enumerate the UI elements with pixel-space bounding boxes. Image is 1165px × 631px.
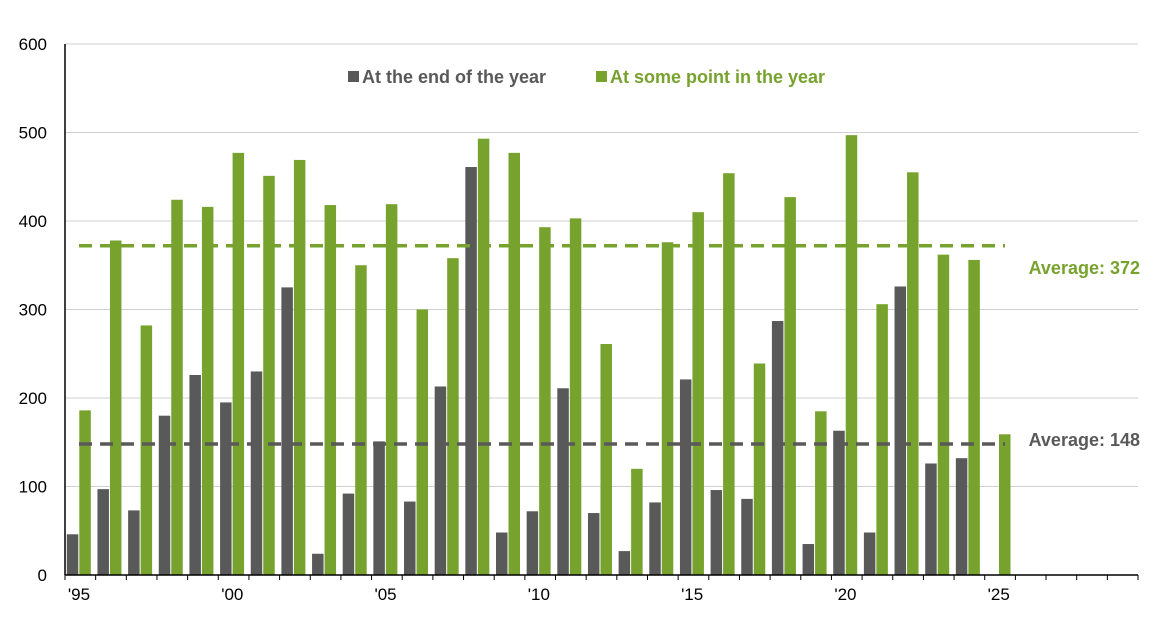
bar-end-of-year-1999 (189, 374, 201, 575)
axes (64, 44, 1139, 580)
bar-some-point-2019 (815, 411, 827, 575)
bar-some-point-2012 (600, 344, 612, 575)
bar-some-point-2011 (569, 218, 582, 575)
bar-some-point-1998 (171, 199, 183, 575)
bar-end-of-year-1996 (97, 489, 109, 575)
bar-some-point-2005 (385, 204, 398, 575)
bar-some-point-2024 (968, 259, 980, 575)
y-tick-label: 500 (19, 124, 47, 143)
bar-end-of-year-2022 (894, 286, 907, 575)
bar-end-of-year-2002 (281, 287, 293, 575)
bar-end-of-year-2019 (802, 544, 815, 575)
y-tick-label: 400 (19, 212, 47, 231)
bar-end-of-year-2015 (679, 379, 692, 575)
average-label-148: Average: 148 (1029, 430, 1140, 450)
bar-some-point-2004 (355, 265, 367, 575)
bar-some-point-2001 (263, 175, 275, 576)
bar-end-of-year-2023 (925, 463, 937, 575)
bar-end-of-year-2001 (250, 371, 263, 575)
x-tick-label: '20 (834, 585, 856, 604)
bar-end-of-year-2012 (587, 513, 600, 575)
bar-end-of-year-2024 (955, 458, 968, 575)
x-tick-label: '05 (374, 585, 396, 604)
bar-some-point-1996 (109, 240, 122, 575)
bar-end-of-year-1997 (128, 510, 140, 575)
bar-end-of-year-2021 (863, 532, 876, 575)
bars (66, 135, 1011, 576)
bar-some-point-2022 (907, 172, 919, 575)
legend-label-some-point: At some point in the year (610, 67, 825, 87)
bar-some-point-2014 (661, 242, 674, 576)
bar-end-of-year-2008 (465, 167, 477, 575)
legend-label-end-of-year: At the end of the year (362, 67, 546, 87)
bar-some-point-2025 (999, 434, 1011, 575)
y-tick-label: 200 (19, 389, 47, 408)
bar-some-point-2002 (293, 159, 306, 575)
bar-some-point-1997 (140, 325, 153, 575)
x-tick-label: '15 (681, 585, 703, 604)
bar-end-of-year-2017 (741, 498, 753, 575)
bar-some-point-2008 (477, 138, 490, 575)
legend: At the end of the year At some point in … (348, 67, 825, 87)
bar-some-point-2016 (723, 173, 735, 575)
bar-some-point-2007 (447, 258, 459, 575)
y-tick-label: 100 (19, 478, 47, 497)
bar-end-of-year-2016 (710, 490, 723, 575)
bar-end-of-year-2013 (618, 551, 631, 575)
bar-end-of-year-2004 (342, 493, 355, 575)
bar-some-point-2018 (784, 197, 796, 576)
bar-end-of-year-1995 (66, 534, 79, 575)
bar-some-point-2021 (876, 304, 888, 575)
bar-some-point-2010 (539, 227, 551, 575)
legend-swatch-end-of-year (348, 71, 359, 82)
bar-some-point-2015 (692, 212, 704, 575)
bar-some-point-2020 (845, 135, 858, 575)
bar-some-point-2013 (631, 468, 643, 575)
x-tick-label: '10 (528, 585, 550, 604)
bar-end-of-year-2000 (220, 402, 232, 575)
bar-some-point-1999 (201, 206, 214, 575)
bar-some-point-2023 (937, 254, 950, 575)
bar-some-point-2003 (324, 205, 337, 575)
average-lines: Average: 372 Average: 148 (79, 244, 1140, 450)
x-tick-label: '25 (988, 585, 1010, 604)
y-tick-label: 300 (19, 301, 47, 320)
x-tick-label: '95 (68, 585, 90, 604)
bar-some-point-2017 (753, 363, 766, 575)
bar-end-of-year-2003 (312, 553, 324, 575)
bar-end-of-year-2005 (373, 441, 385, 575)
bar-some-point-1995 (79, 410, 91, 575)
x-tick-label: '00 (221, 585, 243, 604)
bar-some-point-2000 (232, 152, 245, 576)
bar-end-of-year-2011 (557, 388, 569, 575)
bar-end-of-year-2010 (526, 511, 539, 575)
bar-end-of-year-2006 (404, 501, 416, 575)
bar-end-of-year-2014 (649, 502, 661, 575)
average-label-372: Average: 372 (1029, 258, 1140, 278)
bar-end-of-year-2018 (771, 321, 784, 575)
legend-swatch-some-point (596, 71, 607, 82)
y-axis-ticks: 0 100 200 300 400 500 600 (19, 35, 47, 585)
bar-end-of-year-2020 (833, 430, 845, 575)
y-tick-label: 600 (19, 35, 47, 54)
bar-end-of-year-2009 (495, 532, 508, 575)
bar-some-point-2009 (508, 152, 520, 576)
bar-end-of-year-2007 (434, 386, 447, 575)
bar-end-of-year-1998 (158, 415, 171, 575)
bar-some-point-2006 (416, 309, 429, 575)
x-axis-ticks: '95 '00 '05 '10 '15 '20 '25 (68, 585, 1010, 604)
y-tick-label: 0 (38, 566, 47, 585)
